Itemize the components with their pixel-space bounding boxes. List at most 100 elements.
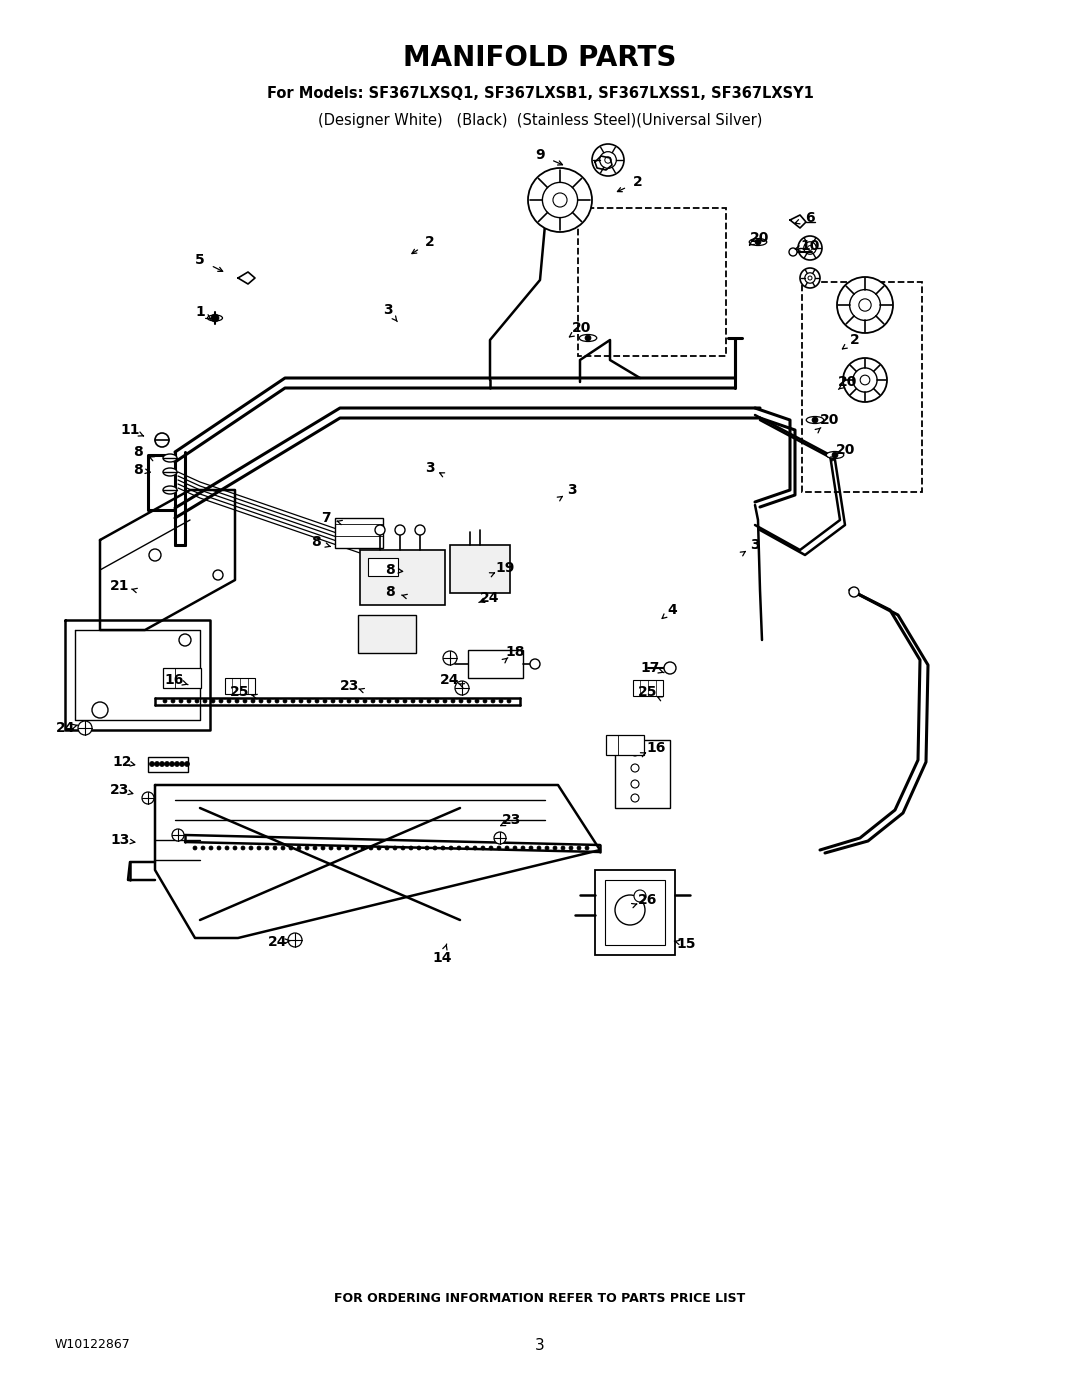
Text: 24: 24 [481, 591, 500, 605]
Circle shape [217, 847, 221, 849]
Circle shape [435, 698, 438, 703]
Text: 24: 24 [56, 721, 76, 735]
Circle shape [149, 549, 161, 562]
Circle shape [860, 376, 869, 384]
Circle shape [798, 236, 822, 260]
Text: 16: 16 [164, 673, 184, 687]
Circle shape [631, 793, 639, 802]
Text: 7: 7 [321, 511, 330, 525]
Bar [605, 880, 665, 944]
Text: 8: 8 [311, 535, 321, 549]
Circle shape [211, 314, 219, 321]
Text: 17: 17 [640, 661, 660, 675]
Circle shape [210, 847, 213, 849]
Text: 9: 9 [536, 148, 544, 162]
Text: 8: 8 [386, 585, 395, 599]
Text: 2: 2 [633, 175, 643, 189]
Circle shape [443, 698, 447, 703]
Circle shape [154, 761, 160, 767]
Circle shape [203, 698, 207, 703]
Text: 23: 23 [502, 813, 522, 827]
Text: 2: 2 [850, 332, 860, 346]
Circle shape [592, 144, 624, 176]
Circle shape [481, 847, 485, 849]
Circle shape [395, 525, 405, 535]
Circle shape [160, 761, 164, 767]
Circle shape [457, 847, 461, 849]
Circle shape [307, 698, 311, 703]
Circle shape [433, 847, 437, 849]
Circle shape [843, 358, 887, 402]
Bar [595, 870, 675, 956]
Ellipse shape [579, 334, 597, 341]
Circle shape [379, 698, 383, 703]
Circle shape [211, 698, 215, 703]
Bar [335, 518, 383, 548]
Bar [360, 550, 445, 605]
Circle shape [553, 193, 567, 207]
Circle shape [449, 847, 453, 849]
Circle shape [631, 780, 639, 788]
Circle shape [171, 698, 175, 703]
Circle shape [455, 680, 469, 694]
Circle shape [235, 698, 239, 703]
Circle shape [288, 933, 302, 947]
Circle shape [427, 698, 431, 703]
Circle shape [172, 828, 184, 841]
Circle shape [330, 698, 335, 703]
Circle shape [804, 242, 816, 254]
Circle shape [505, 847, 509, 849]
Circle shape [375, 525, 384, 535]
Circle shape [530, 659, 540, 669]
Text: 20: 20 [836, 443, 855, 457]
Circle shape [411, 698, 415, 703]
Bar [578, 208, 726, 356]
Circle shape [179, 761, 185, 767]
Circle shape [631, 764, 639, 773]
Circle shape [419, 698, 423, 703]
Circle shape [369, 847, 373, 849]
Circle shape [179, 634, 191, 645]
Circle shape [615, 895, 645, 925]
Circle shape [265, 847, 269, 849]
Text: 8: 8 [386, 563, 395, 577]
Text: 13: 13 [110, 833, 130, 847]
Circle shape [281, 847, 285, 849]
Circle shape [545, 847, 549, 849]
Circle shape [483, 698, 487, 703]
Circle shape [323, 698, 327, 703]
Circle shape [542, 183, 578, 218]
Circle shape [443, 651, 457, 665]
Circle shape [201, 847, 205, 849]
Text: 20: 20 [751, 231, 770, 244]
Ellipse shape [163, 486, 177, 495]
Circle shape [337, 847, 341, 849]
Circle shape [355, 698, 359, 703]
Text: 15: 15 [676, 937, 696, 951]
Circle shape [297, 847, 301, 849]
Circle shape [170, 761, 175, 767]
Bar [606, 735, 644, 754]
Text: 3: 3 [751, 538, 760, 552]
Circle shape [553, 847, 557, 849]
Circle shape [213, 570, 222, 580]
Bar [633, 680, 663, 696]
Circle shape [384, 847, 389, 849]
Circle shape [585, 847, 589, 849]
Circle shape [475, 698, 480, 703]
Circle shape [163, 698, 167, 703]
Text: 10: 10 [800, 239, 820, 253]
Bar [225, 678, 255, 694]
Circle shape [837, 277, 893, 332]
Bar [148, 757, 188, 773]
Circle shape [305, 847, 309, 849]
Circle shape [755, 239, 761, 244]
Bar [615, 740, 670, 807]
Text: 18: 18 [505, 645, 525, 659]
Circle shape [529, 847, 534, 849]
Bar [802, 282, 922, 492]
Circle shape [465, 847, 469, 849]
Text: 21: 21 [110, 578, 130, 592]
Circle shape [832, 453, 838, 458]
Circle shape [853, 367, 877, 393]
